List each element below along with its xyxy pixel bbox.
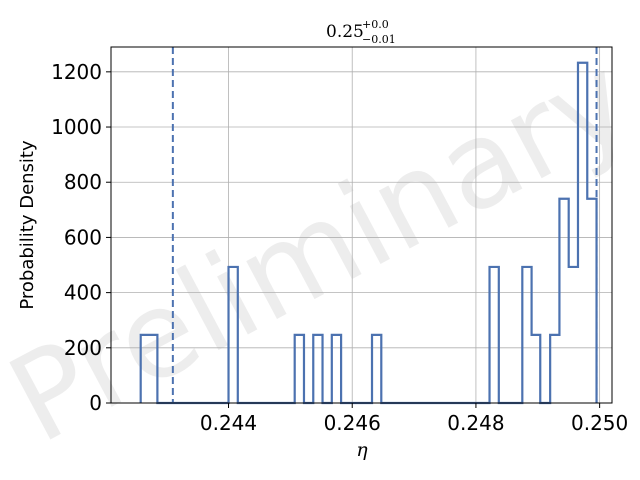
- x-tick-label: 0.244: [200, 411, 257, 435]
- title-value: 0.25: [326, 22, 364, 42]
- histogram-step-line: [139, 61, 598, 405]
- x-axis-ticks: 0.244 0.246 0.248 0.250: [200, 403, 628, 435]
- y-tick-label: 800: [64, 170, 102, 194]
- x-tick-label: 0.250: [571, 411, 628, 435]
- x-axis-label: η: [356, 439, 368, 461]
- y-tick-label: 1200: [51, 60, 102, 84]
- y-axis-label: Probability Density: [17, 140, 38, 310]
- y-tick-label: 600: [64, 225, 102, 249]
- grid-lines: [111, 47, 612, 404]
- title-lower-error: −0.01: [362, 33, 396, 46]
- y-axis-ticks: 0 200 400 600 800 1000 1200: [51, 60, 111, 415]
- x-tick-label: 0.248: [447, 411, 504, 435]
- quantile-lines: [171, 47, 598, 403]
- y-tick-label: 1000: [51, 115, 102, 139]
- title-upper-error: +0.0: [362, 18, 389, 31]
- plot-frame: [110, 46, 613, 404]
- y-tick-label: 200: [64, 336, 102, 360]
- x-tick-label: 0.246: [324, 411, 381, 435]
- y-tick-label: 0: [89, 391, 102, 415]
- y-tick-label: 400: [64, 281, 102, 305]
- chart-title: 0.25 +0.0 −0.01: [326, 18, 396, 46]
